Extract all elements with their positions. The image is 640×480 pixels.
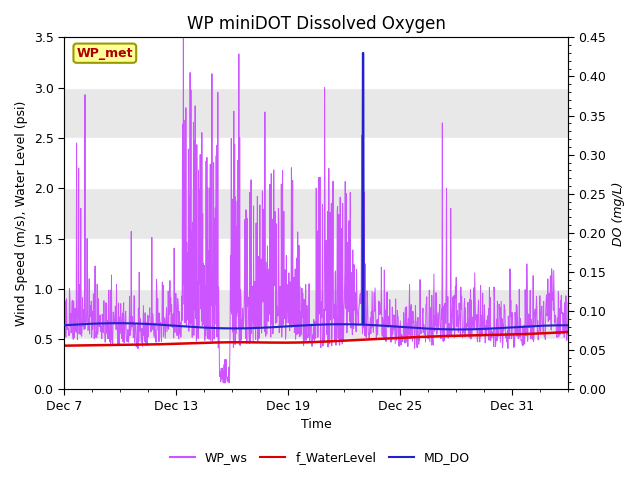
Bar bbox=[64, 339, 568, 389]
Text: WP_met: WP_met bbox=[77, 47, 133, 60]
Bar bbox=[64, 289, 568, 339]
Bar bbox=[64, 239, 568, 289]
Bar bbox=[64, 188, 568, 239]
Y-axis label: Wind Speed (m/s), Water Level (psi): Wind Speed (m/s), Water Level (psi) bbox=[15, 101, 28, 326]
X-axis label: Time: Time bbox=[301, 419, 332, 432]
Bar bbox=[64, 138, 568, 188]
Bar bbox=[64, 37, 568, 88]
Y-axis label: DO (mg/L): DO (mg/L) bbox=[612, 181, 625, 246]
Title: WP miniDOT Dissolved Oxygen: WP miniDOT Dissolved Oxygen bbox=[187, 15, 445, 33]
Bar bbox=[64, 88, 568, 138]
Legend: WP_ws, f_WaterLevel, MD_DO: WP_ws, f_WaterLevel, MD_DO bbox=[165, 446, 475, 469]
